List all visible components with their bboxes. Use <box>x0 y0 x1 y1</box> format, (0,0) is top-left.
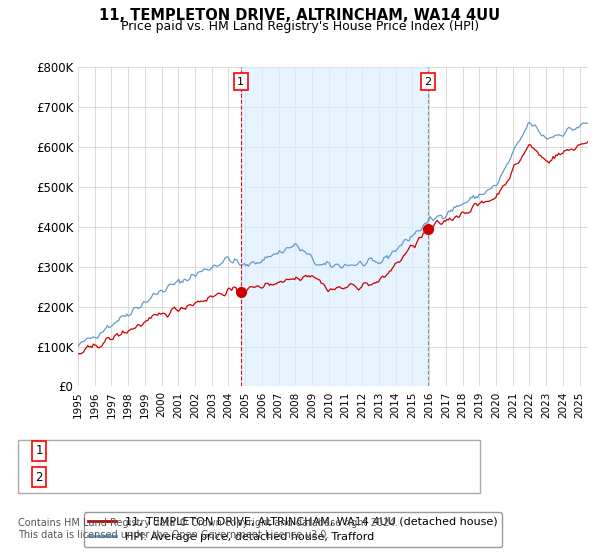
Text: £395,000: £395,000 <box>222 470 278 484</box>
Text: 2: 2 <box>424 77 431 87</box>
Text: Price paid vs. HM Land Registry's House Price Index (HPI): Price paid vs. HM Land Registry's House … <box>121 20 479 32</box>
Text: 7% ↓ HPI: 7% ↓ HPI <box>339 470 394 484</box>
Text: £237,000: £237,000 <box>222 444 278 458</box>
Text: 1: 1 <box>237 77 244 87</box>
Text: Contains HM Land Registry data © Crown copyright and database right 2024.
This d: Contains HM Land Registry data © Crown c… <box>18 518 398 540</box>
Text: 11, TEMPLETON DRIVE, ALTRINCHAM, WA14 4UU: 11, TEMPLETON DRIVE, ALTRINCHAM, WA14 4U… <box>100 8 500 24</box>
Text: 1: 1 <box>35 444 43 458</box>
Text: 09-DEC-2015: 09-DEC-2015 <box>69 470 147 484</box>
Bar <box>241 67 428 386</box>
Text: 2: 2 <box>35 470 43 484</box>
Text: 24-SEP-2004: 24-SEP-2004 <box>69 444 144 458</box>
Text: 20% ↓ HPI: 20% ↓ HPI <box>339 444 401 458</box>
Legend: 11, TEMPLETON DRIVE, ALTRINCHAM, WA14 4UU (detached house), HPI: Average price, : 11, TEMPLETON DRIVE, ALTRINCHAM, WA14 4U… <box>83 512 502 547</box>
